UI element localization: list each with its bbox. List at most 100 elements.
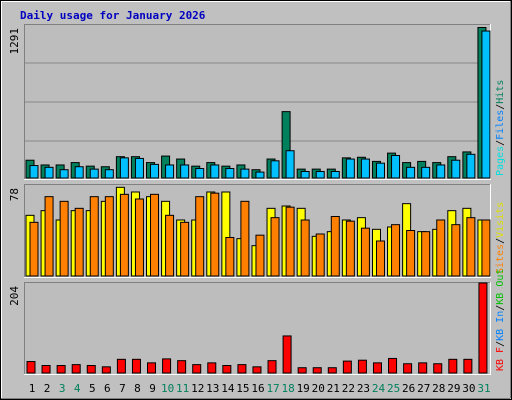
bar-visits-sites-day-25 <box>391 224 401 277</box>
bar-visits-sites-day-6 <box>104 196 114 277</box>
bar-requests-files-day-24 <box>375 162 385 179</box>
bar-visits-sites-day-15 <box>240 200 250 277</box>
bar-requests-files-day-27 <box>421 166 431 179</box>
bar-requests-files-day-13 <box>210 164 220 179</box>
x-tick-label: 18 <box>282 382 295 395</box>
bar-requests-files-day-9 <box>150 163 160 179</box>
x-tick-label: 17 <box>266 382 279 395</box>
x-tick-label: 6 <box>104 382 111 395</box>
x-tick-label: 25 <box>387 382 400 395</box>
bar-visits-sites-day-20 <box>315 233 325 277</box>
bar-requests-files-day-12 <box>195 168 205 179</box>
bar-kbytes-kb-f-day-22 <box>342 360 352 374</box>
legend-entry: KB In <box>495 311 506 341</box>
bar-visits-sites-day-30 <box>466 217 476 277</box>
x-tick-label: 3 <box>59 382 66 395</box>
legend-requests: Pages/Files/Hits <box>495 80 506 176</box>
x-tick-label: 9 <box>149 382 156 395</box>
bar-kbytes-kb-f-day-30 <box>463 358 473 374</box>
bar-visits-sites-day-12 <box>195 196 205 277</box>
x-tick-label: 4 <box>74 382 81 395</box>
legend-entry: Sites <box>495 244 506 274</box>
bar-requests-files-day-30 <box>466 153 476 179</box>
bar-kbytes-kb-f-day-8 <box>131 358 141 374</box>
x-tick-label: 29 <box>447 382 460 395</box>
bar-visits-sites-day-19 <box>300 219 310 277</box>
bar-kbytes-kb-f-day-2 <box>41 365 51 374</box>
x-tick-label: 5 <box>89 382 96 395</box>
legend-entry: / <box>495 238 506 244</box>
plot-area-kbytes <box>24 282 491 375</box>
bar-visits-sites-day-22 <box>345 220 355 277</box>
bar-requests-files-day-5 <box>89 168 99 179</box>
bar-kbytes-kb-f-day-5 <box>86 365 96 374</box>
bar-kbytes-kb-f-day-15 <box>237 364 247 374</box>
bar-visits-sites-day-8 <box>134 198 144 277</box>
bar-requests-files-day-25 <box>391 154 401 179</box>
bar-visits-sites-day-9 <box>150 193 160 277</box>
bar-kbytes-kb-f-day-11 <box>177 360 187 374</box>
bar-kbytes-kb-f-day-3 <box>56 365 66 374</box>
y-max-label: 204 <box>8 286 21 306</box>
bar-requests-files-day-28 <box>436 164 446 179</box>
bar-kbytes-kb-f-day-18 <box>282 335 292 374</box>
bar-visits-sites-day-17 <box>270 217 280 277</box>
bar-kbytes-kb-f-day-20 <box>312 367 322 374</box>
legend-entry: / <box>495 104 506 110</box>
x-tick-label: 8 <box>134 382 141 395</box>
x-tick-label: 20 <box>312 382 325 395</box>
x-tick-label: 31 <box>477 382 490 395</box>
bar-requests-files-day-18 <box>285 150 295 179</box>
x-tick-label: 1 <box>29 382 36 395</box>
bar-visits-sites-day-7 <box>119 193 129 277</box>
bar-kbytes-kb-f-day-23 <box>357 359 367 374</box>
bar-requests-files-day-7 <box>119 157 129 179</box>
bar-requests-files-day-8 <box>134 157 144 179</box>
bar-kbytes-kb-f-day-29 <box>448 358 458 374</box>
bar-visits-sites-day-16 <box>255 234 265 277</box>
x-tick-label: 12 <box>191 382 204 395</box>
bar-visits-sites-day-26 <box>406 230 416 277</box>
x-tick-label: 28 <box>432 382 445 395</box>
bar-requests-files-day-26 <box>406 166 416 179</box>
bar-kbytes-kb-f-day-21 <box>327 367 337 374</box>
bar-requests-files-day-23 <box>360 158 370 179</box>
y-max-label: 1291 <box>8 28 21 55</box>
bar-visits-sites-day-24 <box>375 240 385 277</box>
legend-entry: Pages <box>495 146 506 176</box>
bar-requests-files-day-10 <box>165 164 175 179</box>
bar-kbytes-kb-f-day-17 <box>267 360 277 374</box>
bar-requests-files-day-16 <box>255 171 265 179</box>
x-tick-label: 23 <box>357 382 370 395</box>
bar-kbytes-kb-f-day-1 <box>26 361 36 374</box>
x-tick-label: 10 <box>161 382 174 395</box>
x-tick-label: 19 <box>297 382 310 395</box>
x-tick-label: 13 <box>206 382 219 395</box>
x-tick-label: 21 <box>327 382 340 395</box>
x-tick-label: 11 <box>176 382 189 395</box>
x-tick-label: 14 <box>221 382 235 395</box>
bar-visits-sites-day-21 <box>330 216 340 277</box>
legend-visits: Sites/Visits <box>495 202 506 274</box>
bar-visits-sites-day-4 <box>74 207 84 277</box>
bar-kbytes-kb-f-day-9 <box>147 362 157 374</box>
bar-kbytes-kb-f-day-24 <box>372 362 382 374</box>
x-tick-label: 7 <box>119 382 126 395</box>
bar-requests-files-day-29 <box>451 159 461 179</box>
legend-entry: Files <box>495 110 506 140</box>
bar-kbytes-kb-f-day-25 <box>388 357 398 374</box>
bar-kbytes-kb-f-day-19 <box>297 367 307 374</box>
bar-kbytes-kb-f-day-14 <box>222 365 232 374</box>
bar-requests-files-day-15 <box>240 168 250 179</box>
bar-visits-sites-day-27 <box>421 231 431 277</box>
bar-visits-sites-day-2 <box>44 196 54 277</box>
bar-visits-sites-day-5 <box>89 196 99 277</box>
bar-kbytes-kb-f-day-4 <box>71 364 81 374</box>
bar-kbytes-kb-f-day-26 <box>403 363 413 374</box>
bar-requests-files-day-3 <box>59 169 69 179</box>
legend-entry: / <box>495 305 506 311</box>
x-tick-label: 15 <box>236 382 249 395</box>
legend-kbytes: KB F/KB In/KB Out <box>495 269 506 371</box>
